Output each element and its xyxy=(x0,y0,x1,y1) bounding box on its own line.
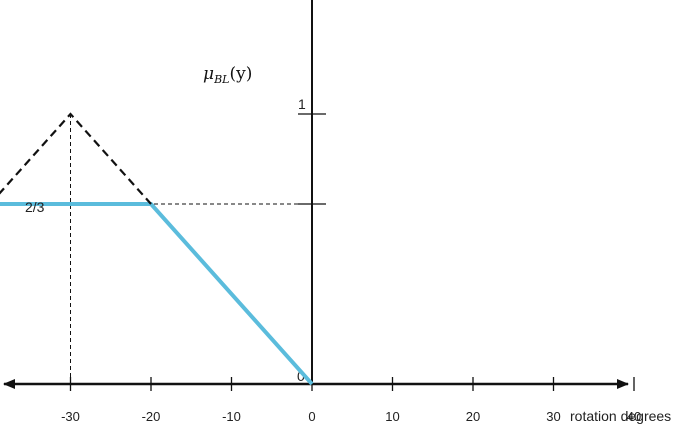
function-subscript: BL xyxy=(213,73,229,86)
function-label: μBL(y) xyxy=(203,64,252,86)
function-argument: (y) xyxy=(229,64,252,84)
x-tick-label-11: 20 xyxy=(466,409,480,424)
x-tick-label-13: 40 xyxy=(627,409,641,424)
origin-label: 0 xyxy=(297,368,305,384)
x-tick-label-8: -10 xyxy=(222,409,241,424)
function-symbol: μ xyxy=(203,64,214,84)
x-tick-label-6: -30 xyxy=(61,409,80,424)
y-axis-tick-labels: 1 xyxy=(298,96,306,112)
ref-line-label: 2/3 xyxy=(25,199,45,215)
clipped-trapezoid-series xyxy=(0,201,314,386)
x-tick-label-10: 10 xyxy=(385,409,399,424)
x-axis-title: rotation degrees xyxy=(570,408,671,424)
y-tick-label-0: 1 xyxy=(298,96,306,112)
x-tick-label-12: 30 xyxy=(546,409,560,424)
dashed-triangle-series xyxy=(0,112,152,205)
x-tick-label-7: -20 xyxy=(142,409,161,424)
x-axis-tick-labels: -90-80-70-60-50-40-30-20-100102030405060… xyxy=(61,409,641,424)
x-tick-label-9: 0 xyxy=(308,409,315,424)
series-layer xyxy=(0,112,314,386)
